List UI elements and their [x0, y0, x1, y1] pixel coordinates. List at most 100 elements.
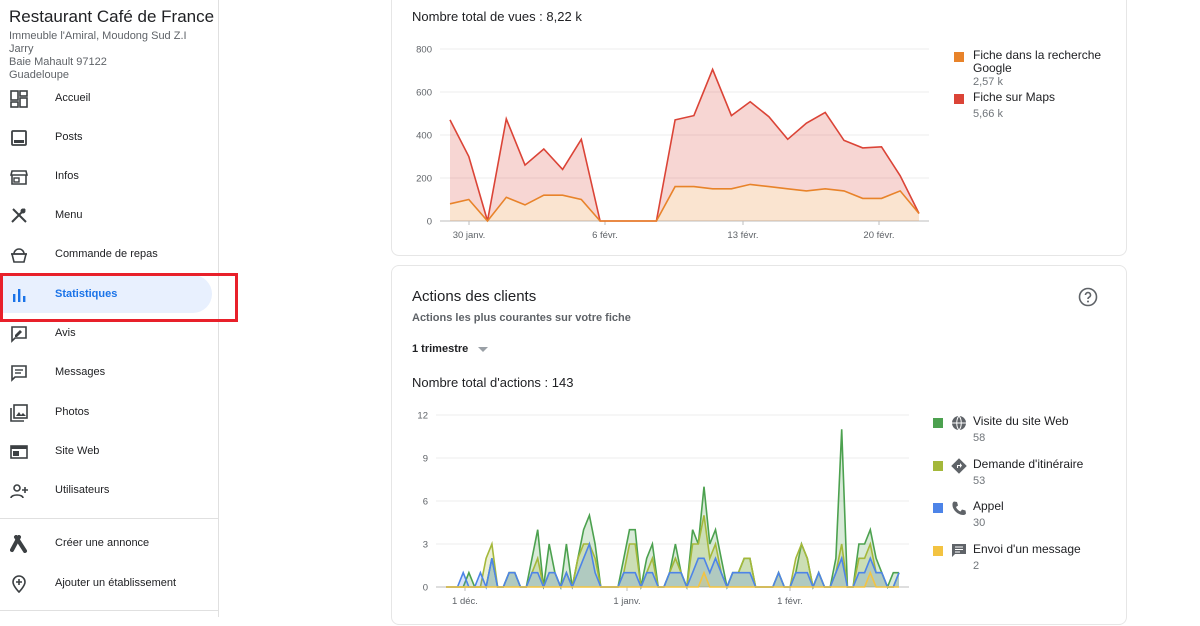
- sidebar-item-label: Ajouter un établissement: [55, 577, 177, 589]
- y-tick-label: 9: [423, 454, 428, 465]
- sidebar-divider: [0, 610, 218, 611]
- address-line-2: Baie Mahault 97122: [9, 56, 107, 68]
- x-tick-label: 6 févr.: [592, 230, 618, 241]
- x-tick-label: 20 févr.: [863, 230, 894, 241]
- sidebar-item-commande[interactable]: Commande de repas: [0, 235, 212, 273]
- legend-swatch: [954, 52, 964, 62]
- y-tick-label: 12: [417, 411, 428, 422]
- sidebar-item-site-web[interactable]: Site Web: [0, 432, 212, 470]
- total-actions-label: Nombre total d'actions : 143: [412, 375, 574, 390]
- series-area: [446, 429, 899, 587]
- posts-icon: [11, 130, 27, 146]
- series-line: [449, 183, 920, 223]
- actions-subtitle: Actions les plus courantes sur votre fic…: [412, 312, 631, 324]
- x-tick-label: 1 févr.: [777, 596, 803, 607]
- views-chart: 0 200 400 600 800 30 janv. 6 févr. 13 févr. 20 f…: [416, 45, 929, 241]
- globe-icon: [952, 415, 966, 431]
- legend-value: 58: [973, 432, 986, 444]
- sidebar-item-label: Avis: [55, 327, 76, 339]
- sidebar-item-photos[interactable]: Photos: [0, 393, 212, 431]
- dropdown-arrow-icon: [478, 346, 489, 352]
- actions-title: Actions des clients: [412, 288, 537, 305]
- dashboard-icon: [10, 90, 28, 108]
- y-tick-label: 600: [416, 88, 432, 99]
- address-line-1: Immeuble l'Amiral, Moudong Sud Z.I Jarry: [9, 30, 187, 55]
- add-user-icon: [10, 484, 28, 499]
- actions-card: Actions des clients Actions les plus cou…: [391, 265, 1127, 625]
- sidebar-item-utilisateurs[interactable]: Utilisateurs: [0, 471, 212, 509]
- legend-label: Fiche dans la recherche Google: [973, 48, 1102, 75]
- series-area: [446, 544, 899, 587]
- sidebar-item-ajouter-etablissement[interactable]: Ajouter un établissement: [0, 564, 212, 602]
- sidebar-item-messages[interactable]: Messages: [0, 353, 212, 391]
- sidebar-divider: [0, 518, 218, 519]
- series-line: [449, 67, 920, 222]
- sidebar-item-label: Infos: [55, 170, 79, 182]
- legend-value: 2,57 k: [973, 76, 1003, 88]
- message-icon: [952, 544, 966, 557]
- bar-chart-icon: [13, 289, 26, 302]
- y-tick-label: 0: [427, 217, 432, 228]
- legend-value: 2: [973, 560, 980, 572]
- google-ads-icon: [10, 535, 27, 553]
- sidebar-item-posts[interactable]: Posts: [0, 118, 212, 156]
- x-tick-label: 1 janv.: [613, 596, 640, 607]
- period-value: 1 trimestre: [412, 343, 469, 355]
- messages-icon: [11, 365, 27, 382]
- legend-value: 30: [973, 517, 986, 529]
- address-line-3: Guadeloupe: [9, 69, 69, 81]
- photos-icon: [10, 404, 28, 422]
- x-tick-label: 13 févr.: [727, 230, 758, 241]
- y-tick-label: 400: [416, 131, 432, 142]
- y-tick-label: 800: [416, 45, 432, 56]
- sidebar-item-label: Messages: [55, 366, 106, 378]
- legend-value: 53: [973, 475, 986, 487]
- help-icon[interactable]: [1078, 287, 1098, 307]
- sidebar-item-label: Accueil: [55, 92, 91, 104]
- sidebar-item-label: Site Web: [55, 445, 100, 457]
- sidebar-item-statistiques[interactable]: Statistiques: [0, 275, 212, 313]
- sidebar-item-creer-annonce[interactable]: Créer une annonce: [0, 524, 212, 562]
- legend-label: Demande d'itinéraire: [973, 457, 1084, 471]
- legend-label: Envoi d'un message: [973, 542, 1081, 556]
- sidebar-item-label: Menu: [55, 209, 83, 221]
- storefront-icon: [10, 170, 28, 185]
- sidebar-item-label: Statistiques: [55, 288, 118, 300]
- sidebar-item-label: Posts: [55, 131, 83, 143]
- directions-icon: [951, 458, 967, 474]
- legend-swatch: [933, 503, 943, 513]
- sidebar-item-menu[interactable]: Menu: [0, 196, 212, 234]
- sidebar-item-avis[interactable]: Avis: [0, 314, 212, 352]
- sidebar-item-infos[interactable]: Infos: [0, 157, 212, 195]
- y-tick-label: 6: [423, 497, 428, 508]
- legend-label: Visite du site Web: [973, 414, 1069, 428]
- legend-value: 5,66 k: [973, 108, 1003, 120]
- sidebar-item-label: Créer une annonce: [55, 537, 150, 549]
- legend-label: Appel: [973, 499, 1004, 513]
- legend-label: Fiche sur Maps: [973, 90, 1056, 104]
- sidebar-item-label: Commande de repas: [55, 248, 158, 260]
- actions-chart: 0 3 6 9 12 1 déc. 1 janv. 1 févr.: [417, 411, 909, 607]
- website-icon: [10, 445, 28, 459]
- fork-knife-icon: [11, 208, 27, 223]
- x-tick-label: 30 janv.: [453, 230, 486, 241]
- phone-icon: [952, 501, 966, 515]
- legend-swatch: [933, 418, 943, 428]
- period-dropdown[interactable]: 1 trimestre: [412, 343, 489, 355]
- y-tick-label: 0: [423, 583, 428, 594]
- legend-swatch: [954, 94, 964, 104]
- x-tick-label: 1 déc.: [452, 596, 478, 607]
- series-area: [450, 69, 919, 222]
- business-address: Immeuble l'Amiral, Moudong Sud Z.I Jarry…: [9, 30, 214, 82]
- series-line: [446, 570, 899, 588]
- legend-swatch: [933, 546, 943, 556]
- legend-swatch: [933, 461, 943, 471]
- sidebar-item-accueil[interactable]: Accueil: [0, 79, 212, 117]
- reviews-icon: [11, 326, 27, 343]
- sidebar: Restaurant Café de France Immeuble l'Ami…: [0, 0, 219, 617]
- food-order-icon: [10, 248, 28, 263]
- series-area: [450, 184, 919, 221]
- total-views-label: Nombre total de vues : 8,22 k: [412, 9, 582, 24]
- views-card: Nombre total de vues : 8,22 k 0 200 400 600…: [391, 0, 1127, 256]
- y-tick-label: 200: [416, 174, 432, 185]
